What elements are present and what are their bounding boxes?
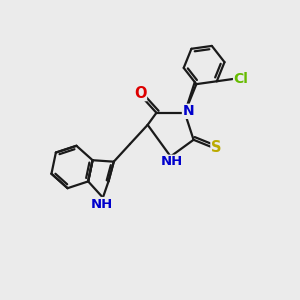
Text: NH: NH bbox=[161, 155, 183, 168]
Text: Cl: Cl bbox=[234, 72, 248, 86]
Text: N: N bbox=[182, 104, 194, 118]
Text: S: S bbox=[211, 140, 221, 155]
Text: NH: NH bbox=[90, 198, 112, 211]
Text: O: O bbox=[134, 85, 146, 100]
